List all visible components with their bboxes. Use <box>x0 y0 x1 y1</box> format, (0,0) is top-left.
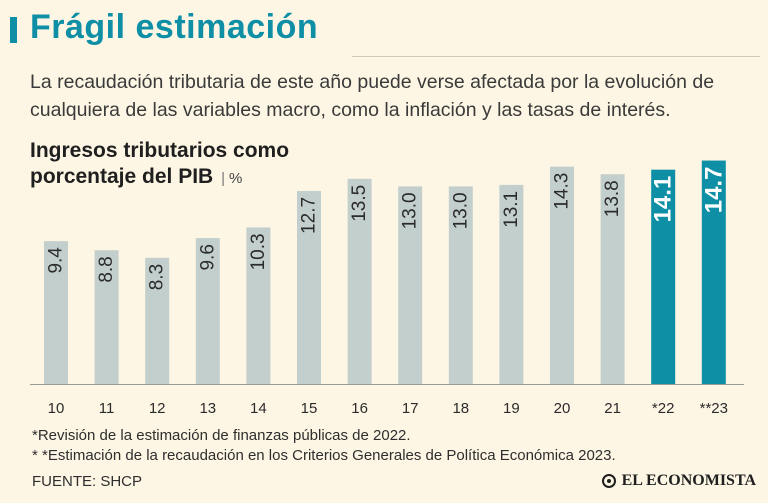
x-tick-label: 20 <box>554 400 571 417</box>
chart-title-line2-row: porcentaje del PIB |% <box>30 164 289 192</box>
bar-value-label: 12.7 <box>299 197 320 234</box>
x-tick-label: 18 <box>452 400 469 417</box>
bar-value-label: 8.8 <box>96 256 117 282</box>
bar-value-label: 13.8 <box>602 180 623 217</box>
bar-12 <box>145 257 170 384</box>
chart-title-line1: Ingresos tributarios como <box>30 139 290 162</box>
title-accent-bar <box>10 17 17 43</box>
bar-value-label: 13.5 <box>349 185 370 222</box>
chart-unit-wrap: |% <box>219 170 242 187</box>
bar-10 <box>44 241 68 384</box>
bar-19 <box>499 184 524 384</box>
bar-value-label: 13.0 <box>400 192 421 229</box>
x-tick-label: 19 <box>503 400 520 417</box>
bar-13 <box>195 238 220 384</box>
x-tick-label: 11 <box>99 400 115 417</box>
bar-21 <box>600 174 625 384</box>
bar-22 <box>651 169 676 384</box>
x-tick-label: 15 <box>301 400 318 417</box>
bar-value-label: 9.4 <box>46 247 67 274</box>
chart-unit: % <box>228 170 243 187</box>
x-tick-label: 12 <box>149 400 166 417</box>
bar-value-label: 10.3 <box>248 233 269 270</box>
x-tick-label: 13 <box>199 400 216 417</box>
title-divider <box>352 56 760 57</box>
x-tick-label: 10 <box>48 400 65 417</box>
bar-15 <box>297 190 321 384</box>
bar-20 <box>550 166 574 384</box>
bar-18 <box>448 186 473 384</box>
subtitle: La recaudación tributaria de este año pu… <box>30 71 715 121</box>
footnote-1: *Revisión de la estimación de finanzas p… <box>32 427 411 444</box>
footnote-2: * *Estimación de la recaudación en los C… <box>32 447 616 464</box>
bar-16 <box>347 178 372 384</box>
brand-mark-icon <box>601 474 616 488</box>
bar-value-label: 14.7 <box>700 167 727 214</box>
bar-17 <box>398 186 423 384</box>
x-tick-label: 17 <box>402 400 419 417</box>
bar-14 <box>246 227 271 384</box>
x-tick-label: *22 <box>652 400 675 417</box>
bar-value-label: 13.1 <box>501 191 522 228</box>
x-tick-label: 21 <box>604 400 621 417</box>
brand-logo: EL ECONOMISTA <box>601 472 756 490</box>
chart-title: Ingresos tributarios como porcentaje del… <box>30 138 289 192</box>
x-tick-label: 14 <box>250 400 267 417</box>
chart-title-line2: porcentaje del PIB <box>30 165 214 188</box>
bar-value-label: 13.0 <box>450 192 471 229</box>
bar-value-label: 9.6 <box>197 244 218 270</box>
source-note: FUENTE: SHCP <box>32 473 143 490</box>
bar-value-label: 8.3 <box>147 264 168 290</box>
x-tick-label: 16 <box>351 400 368 417</box>
bar-value-label: 14.3 <box>552 173 573 210</box>
brand-name: EL ECONOMISTA <box>621 472 756 489</box>
bar-value-label: 14.1 <box>650 176 677 223</box>
x-tick-label: **23 <box>700 400 728 417</box>
unit-separator: | <box>221 170 225 187</box>
page-title: Frágil estimación <box>30 8 319 46</box>
bar-11 <box>94 250 119 384</box>
bar-23 <box>701 160 726 384</box>
